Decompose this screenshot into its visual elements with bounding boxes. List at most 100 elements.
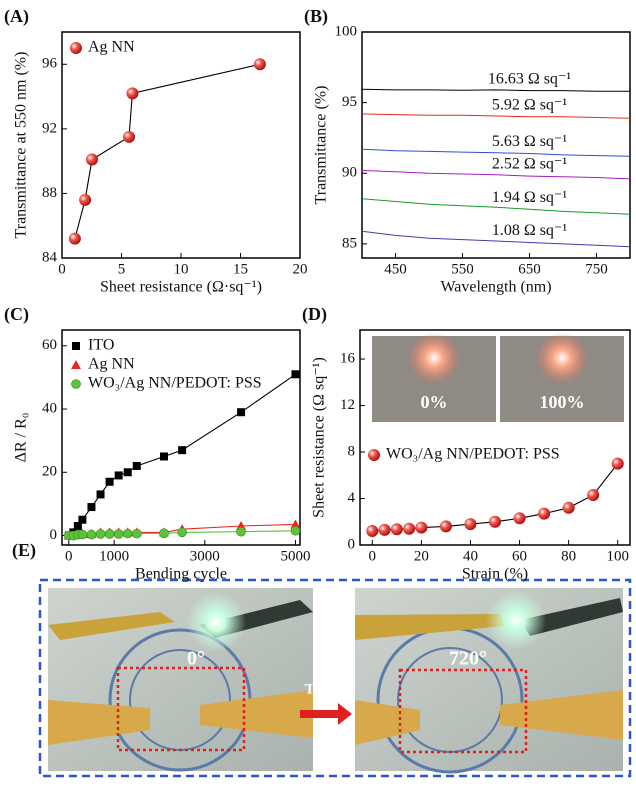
x-tick-label: 80 — [561, 548, 576, 564]
x-axis-title: Sheet resistance (Ω·sq⁻¹) — [100, 279, 262, 296]
marker — [253, 58, 266, 71]
y-tick-label: 60 — [42, 337, 57, 353]
y-tick-label: 0 — [50, 527, 58, 543]
y-tick-label: 92 — [42, 120, 57, 136]
arrow-label: Twist — [305, 681, 340, 697]
marker — [95, 529, 106, 539]
x-tick-label: 0 — [58, 261, 66, 277]
y-tick-label: 90 — [342, 165, 357, 181]
panel-label: (A) — [4, 6, 29, 27]
panel-label: (B) — [304, 6, 328, 27]
y-tick-label: 85 — [342, 235, 357, 251]
marker — [132, 528, 142, 539]
marker — [68, 232, 81, 245]
marker — [77, 529, 88, 540]
series-line — [74, 63, 261, 239]
marker — [178, 446, 187, 455]
marker — [104, 529, 115, 539]
marker — [290, 525, 301, 536]
marker — [114, 471, 123, 480]
marker — [85, 153, 98, 166]
y-tick-label: 0 — [348, 536, 356, 552]
panel-label: (E) — [12, 540, 36, 561]
y-axis-title: Transmittance at 550 nm (%) — [13, 52, 30, 239]
x-axis-title: Bending cycle — [135, 566, 227, 583]
inset-glow — [408, 332, 460, 384]
y-tick-label: 16 — [340, 350, 356, 366]
x-tick-label: 3000 — [190, 548, 220, 564]
marker — [236, 526, 246, 537]
legend-marker — [368, 449, 380, 461]
marker — [123, 468, 132, 477]
marker — [538, 507, 551, 520]
x-axis-title: Strain (%) — [462, 566, 528, 583]
series-line — [361, 113, 631, 119]
photo-right — [355, 588, 623, 774]
x-tick-label: 5 — [118, 261, 126, 277]
marker — [73, 522, 82, 531]
legend-label: WO₃/Ag NN/PEDOT: PSS — [88, 375, 262, 392]
y-tick-label: 40 — [42, 400, 57, 416]
legend-marker — [71, 360, 81, 369]
marker — [390, 523, 403, 536]
x-tick-label: 450 — [384, 261, 407, 277]
marker — [489, 515, 501, 528]
panel-label: (D) — [302, 304, 327, 325]
marker — [113, 529, 124, 539]
series-line — [361, 88, 630, 92]
angle-label: 0° — [187, 648, 205, 670]
legend-label: Ag NN — [88, 356, 135, 373]
x-tick-label: 20 — [293, 261, 308, 277]
x-tick-label: 100 — [606, 548, 629, 564]
marker — [290, 519, 301, 529]
marker — [159, 528, 169, 539]
x-tick-label: 0 — [369, 548, 377, 564]
series-line — [361, 198, 631, 215]
x-tick-label: 5000 — [280, 548, 310, 564]
x-tick-label: 40 — [463, 548, 478, 564]
x-tick-label: 0 — [65, 548, 73, 564]
series-label: 5.92 Ω sq⁻¹ — [492, 96, 568, 113]
y-axis-title: ΔR / R₀ — [13, 413, 30, 463]
marker — [87, 503, 96, 512]
y-tick-label: 12 — [340, 397, 355, 413]
marker — [126, 87, 139, 100]
x-tick-label: 550 — [451, 261, 474, 277]
photo-left — [48, 588, 313, 772]
marker — [78, 515, 87, 524]
x-tick-label: 750 — [585, 261, 608, 277]
y-tick-label: 84 — [42, 249, 58, 265]
marker — [366, 525, 379, 538]
marker — [79, 193, 92, 206]
marker — [160, 452, 168, 461]
series-line — [361, 148, 631, 157]
series-line — [68, 373, 296, 536]
series-line — [361, 230, 631, 248]
x-tick-label: 1000 — [99, 548, 129, 564]
legend-label: ITO — [88, 337, 114, 354]
legend-marker — [71, 379, 81, 389]
series-label: 1.08 Ω sq⁻¹ — [492, 222, 568, 239]
y-tick-label: 96 — [42, 56, 58, 72]
plot-frame — [361, 31, 631, 259]
y-tick-label: 20 — [42, 464, 57, 480]
x-tick-label: 650 — [518, 261, 541, 277]
x-tick-label: 15 — [233, 261, 248, 277]
series-label: 5.63 Ω sq⁻¹ — [492, 133, 568, 150]
marker — [177, 527, 187, 538]
inset-glow — [536, 332, 588, 384]
marker — [122, 528, 133, 539]
plot-frame — [359, 329, 631, 546]
panel-label: (C) — [4, 304, 29, 325]
inset-label: 0% — [421, 392, 448, 412]
marker — [562, 501, 575, 514]
marker — [237, 408, 246, 417]
marker — [415, 521, 428, 534]
x-tick-label: 60 — [512, 548, 527, 564]
marker — [439, 520, 452, 533]
marker — [403, 522, 416, 535]
inset-label: 100% — [540, 392, 585, 412]
marker — [105, 477, 114, 486]
marker — [611, 457, 624, 470]
